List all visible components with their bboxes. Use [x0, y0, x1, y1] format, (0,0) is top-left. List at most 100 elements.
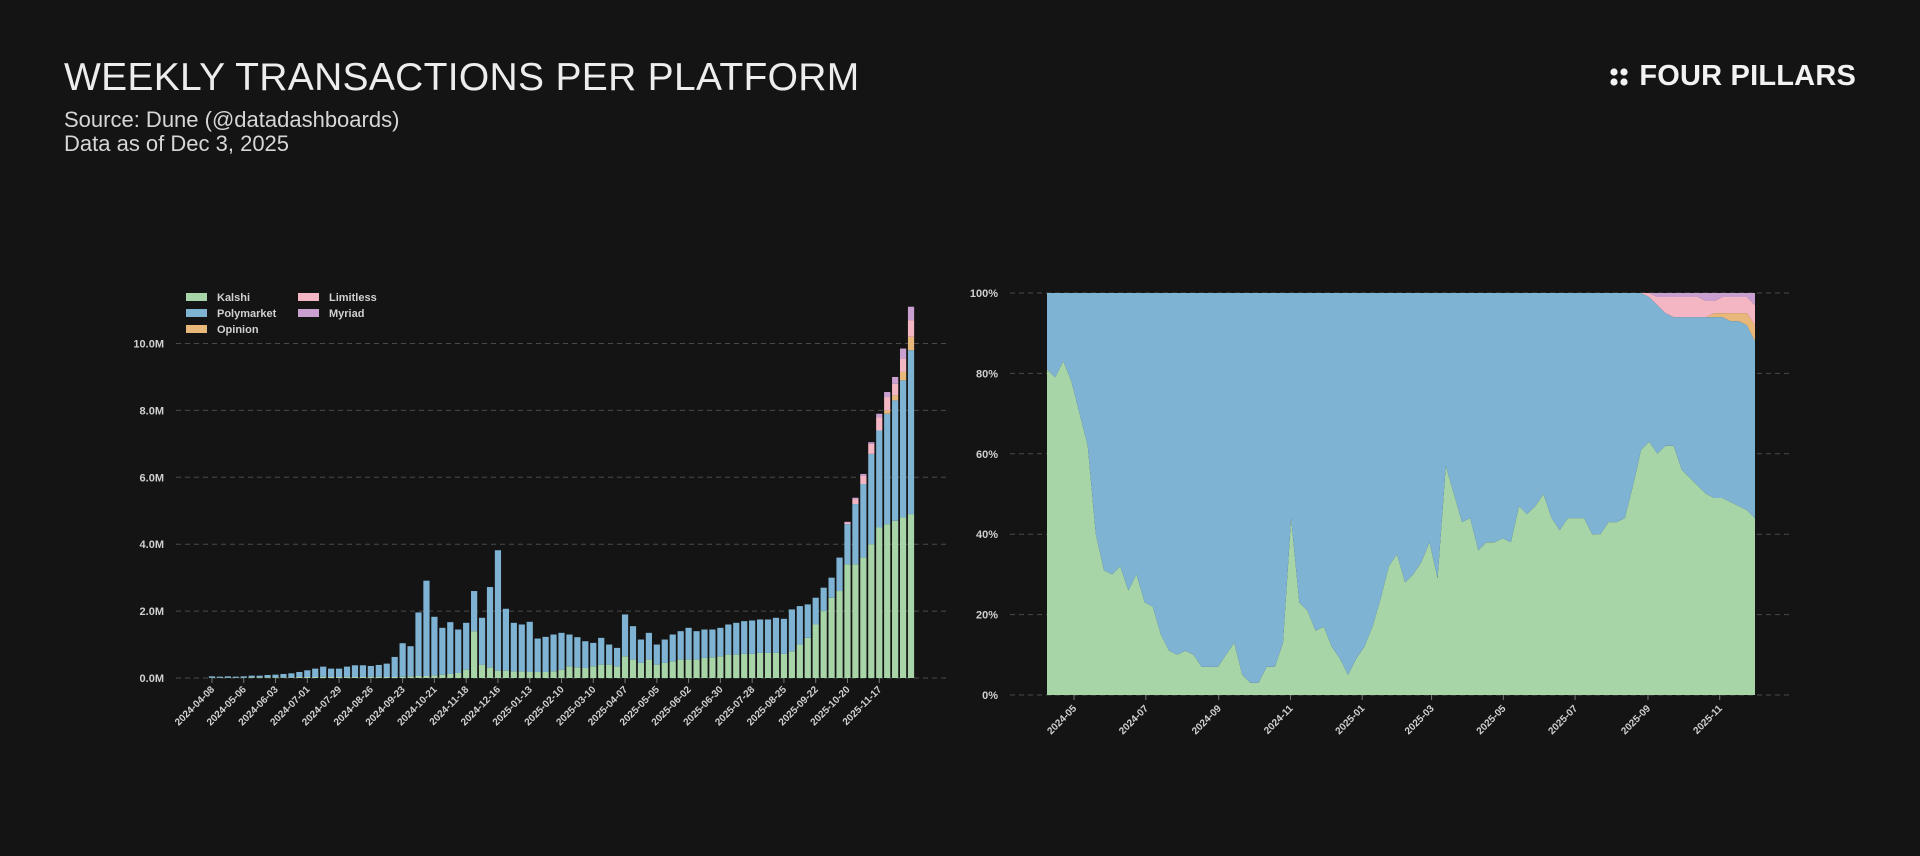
- bar-segment-polymarket: [359, 665, 367, 677]
- bar-segment-kalshi: [471, 631, 478, 678]
- bar-segment-kalshi: [788, 651, 795, 678]
- bar-segment-polymarket: [637, 639, 645, 663]
- bar-segment-kalshi: [423, 675, 430, 678]
- y-tick-label: 0.0M: [140, 673, 164, 685]
- bar-segment-polymarket: [757, 619, 764, 653]
- bar-segment-kalshi: [701, 657, 708, 678]
- bar-segment-polymarket: [836, 557, 843, 592]
- y-tick-label: 40%: [976, 529, 998, 541]
- bar-segment-myriad: [884, 392, 891, 398]
- bar-segment-polymarket: [876, 430, 883, 528]
- bar-segment-kalshi: [685, 659, 692, 678]
- bar-segment-polymarket: [494, 550, 502, 671]
- bar-segment-polymarket: [240, 676, 247, 678]
- bar-segment-kalshi: [335, 677, 343, 678]
- bar-segment-kalshi: [566, 666, 573, 678]
- bar-segment-polymarket: [447, 622, 454, 674]
- bar-segment-kalshi: [780, 653, 788, 678]
- bar-segment-polymarket: [367, 665, 374, 677]
- x-tick-label: 2025-03: [1403, 703, 1437, 737]
- bar-segment-myriad: [844, 521, 851, 523]
- bar-segment-polymarket: [351, 665, 359, 677]
- legend-label-myriad: Myriad: [329, 308, 364, 320]
- y-tick-label: 80%: [976, 368, 998, 380]
- area-series-myriad: [1047, 293, 1755, 306]
- bar-segment-polymarket: [383, 663, 390, 677]
- bar-segment-polymarket: [224, 676, 231, 678]
- x-tick-label: 2025-05: [1475, 703, 1509, 737]
- legend-swatch-limitless: [298, 293, 319, 301]
- bar-segment-polymarket: [320, 666, 327, 677]
- bar-segment-polymarket: [264, 674, 271, 678]
- bar-segment-polymarket: [828, 577, 835, 598]
- bar-segment-kalshi: [391, 677, 398, 678]
- bar-segment-kalshi: [375, 676, 382, 678]
- bar-segment-myriad: [860, 473, 867, 476]
- legend-swatch-polymarket: [186, 309, 207, 317]
- bar-segment-kalshi: [709, 657, 716, 678]
- bar-segment-kalshi: [629, 659, 637, 678]
- bar-segment-kalshi: [518, 671, 525, 678]
- x-tick-label: 2025-01: [1334, 703, 1368, 737]
- bar-segment-kalshi: [907, 514, 915, 678]
- bar-segment-limitless: [868, 443, 875, 454]
- bar-segment-polymarket: [669, 634, 676, 662]
- y-tick-label: 4.0M: [140, 539, 164, 551]
- bar-segment-opinion: [884, 410, 891, 414]
- legend-label-kalshi: Kalshi: [217, 292, 250, 304]
- legend-swatch-myriad: [298, 309, 319, 317]
- bar-segment-limitless: [907, 320, 915, 337]
- bar-segment-kalshi: [296, 677, 303, 678]
- bar-segment-myriad: [852, 497, 859, 500]
- bar-segment-limitless: [892, 383, 899, 396]
- bar-segment-kalshi: [312, 677, 319, 678]
- bar-segment-polymarket: [256, 675, 263, 678]
- bar-segment-polymarket: [208, 676, 216, 678]
- bar-segment-polymarket: [820, 587, 827, 612]
- bar-segment-kalshi: [749, 653, 756, 678]
- bar-segment-polymarket: [598, 637, 605, 665]
- bar-segment-opinion: [899, 371, 907, 381]
- y-tick-label: 20%: [976, 610, 998, 622]
- bar-segment-polymarket: [550, 634, 557, 672]
- y-tick-label: 0%: [982, 690, 998, 702]
- bar-segment-polymarket: [463, 622, 470, 670]
- bar-segment-kalshi: [582, 667, 589, 678]
- bar-segment-polymarket: [812, 597, 819, 625]
- bar-segment-polymarket: [621, 614, 629, 657]
- bar-segment-kalshi: [764, 652, 772, 678]
- bar-segment-polymarket: [907, 350, 915, 515]
- bar-segment-kalshi: [359, 677, 367, 678]
- bar-segment-kalshi: [820, 611, 827, 678]
- y-tick-label: 6.0M: [140, 472, 164, 484]
- source-text: Source: Dune (@datadashboards): [64, 107, 400, 132]
- bar-segment-limitless: [876, 417, 883, 431]
- bar-segment-kalshi: [868, 544, 875, 678]
- bar-segment-polymarket: [693, 631, 700, 660]
- bar-segment-kalshi: [574, 667, 581, 678]
- bar-segment-kalshi: [534, 671, 541, 678]
- bar-segment-polymarket: [582, 641, 589, 668]
- bar-segment-polymarket: [423, 580, 430, 676]
- bar-segment-kalshi: [542, 671, 549, 678]
- bar-segment-kalshi: [669, 661, 676, 678]
- bar-segment-polymarket: [749, 620, 756, 654]
- bar-segment-kalshi: [899, 517, 907, 678]
- bar-segment-kalshi: [367, 676, 374, 678]
- bar-segment-myriad: [876, 413, 883, 418]
- bar-segment-kalshi: [280, 677, 287, 678]
- bar-segment-polymarket: [542, 636, 549, 672]
- bar-segment-polymarket: [788, 609, 795, 652]
- area-chart: 0% 20% 40% 60% 80% 100% 2024-05 2024-07 2024-09 2…: [970, 288, 1792, 737]
- header: WEEKLY TRANSACTIONS PER PLATFORM Source:…: [64, 54, 860, 156]
- bar-segment-kalshi: [486, 667, 494, 678]
- bar-segment-kalshi: [494, 670, 502, 678]
- bar-segment-polymarket: [892, 400, 899, 521]
- data-date-text: Data as of Dec 3, 2025: [64, 131, 290, 156]
- bar-segment-polymarket: [606, 644, 613, 665]
- y-tick-label: 60%: [976, 449, 998, 461]
- bar-segment-kalshi: [876, 527, 883, 678]
- page-title: WEEKLY TRANSACTIONS PER PLATFORM: [64, 56, 860, 99]
- bar-segment-kalshi: [383, 677, 390, 678]
- x-tick-label: 2024-11: [1262, 703, 1296, 737]
